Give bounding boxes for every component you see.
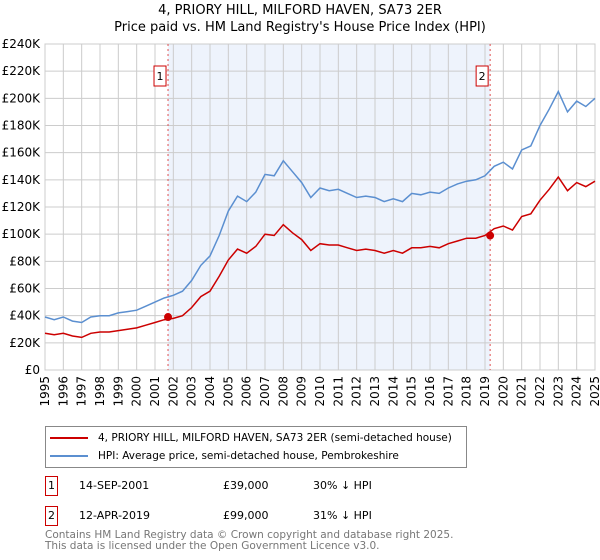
x-tick-label: 2023: [551, 376, 565, 407]
legend: 4, PRIORY HILL, MILFORD HAVEN, SA73 2ER …: [45, 426, 467, 468]
x-tick-label: 2004: [203, 376, 217, 407]
x-tick-label: 2024: [570, 376, 584, 407]
y-tick-label: £240K: [2, 37, 42, 51]
legend-swatch-blue: [50, 455, 88, 457]
x-tick-label: 2016: [423, 376, 437, 407]
sale-delta: 30% ↓ HPI: [313, 479, 372, 492]
sale-date: 14-SEP-2001: [79, 479, 150, 492]
plot-border: [44, 43, 596, 371]
x-tick-label: 2020: [496, 376, 510, 407]
y-tick-label: £220K: [2, 64, 42, 78]
x-tick-label: 2002: [166, 376, 180, 407]
x-tick-label: 2021: [515, 376, 529, 407]
y-tick-label: £180K: [2, 119, 42, 133]
x-tick-label: 2001: [148, 376, 162, 407]
y-tick-label: £40K: [9, 309, 41, 323]
sale-point: [486, 231, 495, 240]
x-tick-label: 2000: [130, 376, 144, 407]
x-tick-label: 1998: [93, 376, 107, 407]
sale-label-number: 1: [157, 70, 164, 83]
sale-delta: 31% ↓ HPI: [313, 509, 372, 522]
x-tick-label: 2003: [185, 376, 199, 407]
x-tick-label: 1995: [38, 376, 52, 407]
y-tick-label: £0: [25, 363, 40, 377]
sale-badge: 2: [45, 506, 58, 526]
chart-subtitle: Price paid vs. HM Land Registry's House …: [114, 20, 486, 35]
x-tick-label: 2008: [276, 376, 290, 407]
x-tick-label: 2006: [240, 376, 254, 407]
x-tick-label: 1999: [111, 376, 125, 407]
x-tick-label: 2018: [460, 376, 474, 407]
sale-label-box: [153, 65, 167, 87]
x-tick-label: 2017: [441, 376, 455, 407]
legend-item-hpi: HPI: Average price, semi-detached house,…: [50, 448, 399, 464]
y-tick-label: £140K: [2, 173, 42, 187]
y-tick-label: £100K: [2, 227, 42, 241]
hpi-line: [44, 89, 596, 324]
sale-date: 12-APR-2019: [79, 509, 151, 522]
legend-label: 4, PRIORY HILL, MILFORD HAVEN, SA73 2ER …: [98, 432, 452, 444]
x-tick-label: 2015: [405, 376, 419, 407]
legend-item-property: 4, PRIORY HILL, MILFORD HAVEN, SA73 2ER …: [50, 430, 452, 446]
legend-label: HPI: Average price, semi-detached house,…: [98, 450, 399, 462]
x-tick-label: 2012: [350, 376, 364, 407]
x-tick-label: 2010: [313, 376, 327, 407]
y-tick-label: £160K: [2, 146, 42, 160]
x-tick-label: 1996: [56, 376, 70, 407]
x-tick-label: 1997: [75, 376, 89, 407]
x-tick-label: 2014: [386, 376, 400, 407]
x-tick-label: 2011: [331, 376, 345, 407]
y-tick-label: £80K: [9, 254, 41, 268]
x-tick-label: 2005: [221, 376, 235, 407]
y-tick-label: £60K: [9, 282, 41, 296]
price-paid-line: [44, 175, 596, 339]
sale-label-number: 2: [479, 70, 486, 83]
footer: Contains HM Land Registry data © Crown c…: [45, 530, 453, 552]
x-tick-label: 2007: [258, 376, 272, 407]
sale-label-box: [475, 65, 489, 87]
x-tick-label: 2019: [478, 376, 492, 407]
sale-price: £39,000: [223, 479, 269, 492]
y-tick-label: £120K: [2, 200, 42, 214]
y-tick-label: £200K: [2, 91, 42, 105]
x-tick-label: 2009: [295, 376, 309, 407]
sale-row-2: 2 12-APR-2019 £99,000 31% ↓ HPI: [45, 506, 445, 526]
chart-title: 4, PRIORY HILL, MILFORD HAVEN, SA73 2ER: [158, 3, 442, 18]
y-tick-label: £20K: [9, 336, 41, 350]
footer-line-2: This data is licensed under the Open Gov…: [45, 540, 380, 552]
legend-swatch-red: [50, 437, 88, 439]
chart-plot: £0 £20K £40K £60K £80K £100K £120K £140K £160K £1…: [2, 37, 600, 407]
sale-point: [164, 313, 173, 322]
sale-price: £99,000: [223, 509, 269, 522]
sale-row-1: 1 14-SEP-2001 £39,000 30% ↓ HPI: [45, 476, 445, 496]
x-tick-label: 2025: [588, 376, 600, 407]
footer-line-1: Contains HM Land Registry data © Crown c…: [45, 529, 454, 541]
x-tick-label: 2022: [533, 376, 547, 407]
x-tick-label: 2013: [368, 376, 382, 407]
sale-badge: 1: [45, 476, 58, 496]
